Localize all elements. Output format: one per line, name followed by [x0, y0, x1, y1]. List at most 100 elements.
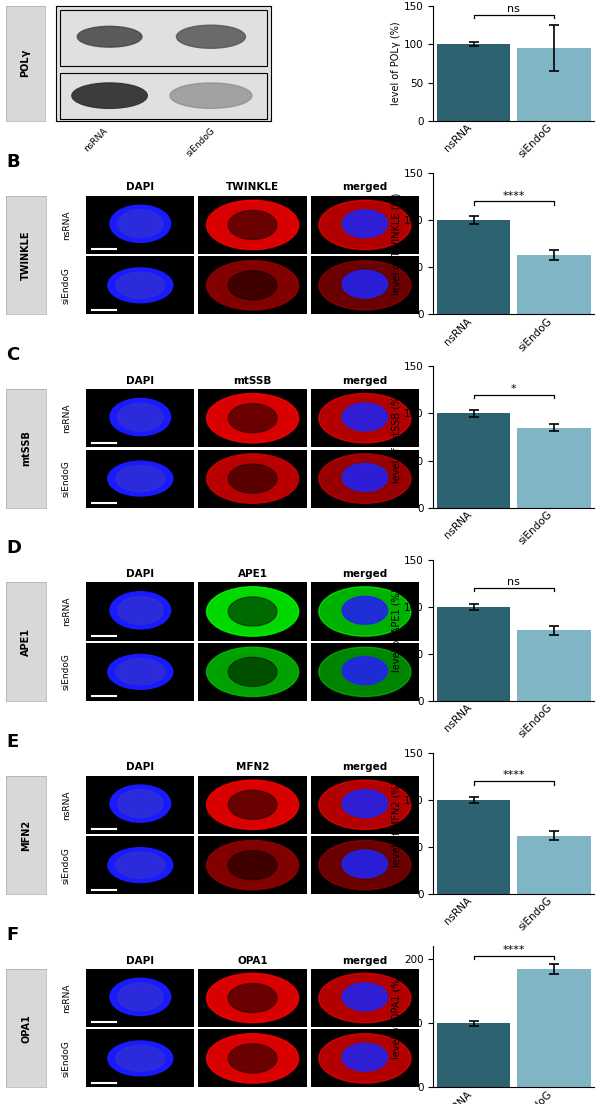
Y-axis label: level of mtSSB (%): level of mtSSB (%) [391, 392, 401, 482]
Ellipse shape [206, 587, 299, 636]
Text: *: * [511, 384, 517, 394]
Text: ****: **** [502, 191, 525, 201]
Ellipse shape [108, 461, 173, 496]
Y-axis label: level of OPA1 (%): level of OPA1 (%) [391, 975, 401, 1059]
Ellipse shape [118, 403, 163, 431]
Ellipse shape [342, 210, 388, 237]
Ellipse shape [228, 657, 277, 687]
Text: nsRNA: nsRNA [62, 597, 71, 626]
Ellipse shape [118, 596, 163, 624]
Ellipse shape [206, 840, 299, 890]
Text: MFN2: MFN2 [236, 762, 269, 773]
Ellipse shape [342, 403, 388, 431]
Text: TWINKLE: TWINKLE [21, 231, 31, 280]
Y-axis label: level of MFN2 (%): level of MFN2 (%) [391, 781, 401, 867]
Ellipse shape [206, 200, 299, 250]
Text: nsRNA: nsRNA [62, 790, 71, 819]
Text: E: E [6, 733, 18, 751]
Text: POLγ: POLγ [20, 49, 31, 77]
Ellipse shape [108, 655, 173, 689]
Y-axis label: level of APE1 (%): level of APE1 (%) [391, 588, 401, 672]
Text: APE1: APE1 [21, 628, 31, 656]
Ellipse shape [118, 983, 163, 1011]
Ellipse shape [228, 270, 277, 300]
Ellipse shape [228, 404, 277, 433]
Bar [517, 968, 590, 1087]
Text: C: C [6, 347, 19, 364]
Ellipse shape [342, 464, 388, 491]
Bar [437, 414, 511, 508]
Ellipse shape [228, 850, 277, 880]
Ellipse shape [116, 273, 164, 298]
Text: A: A [6, 0, 20, 3]
Ellipse shape [108, 1041, 173, 1075]
Bar [517, 255, 590, 315]
Text: ****: **** [502, 771, 525, 781]
Text: APE1: APE1 [238, 569, 268, 578]
Ellipse shape [110, 592, 170, 629]
Text: siEndoG: siEndoG [62, 460, 71, 497]
Text: DAPI: DAPI [126, 956, 154, 966]
Text: merged: merged [342, 569, 388, 578]
Text: ns: ns [507, 577, 520, 587]
Text: merged: merged [342, 182, 388, 192]
Text: F: F [6, 926, 18, 944]
Text: siEndoG: siEndoG [62, 1040, 71, 1076]
Text: merged: merged [342, 375, 388, 385]
Ellipse shape [342, 270, 388, 298]
Text: nsRNA: nsRNA [62, 210, 71, 240]
Text: POLγ: POLγ [282, 32, 305, 41]
Text: merged: merged [342, 956, 388, 966]
Ellipse shape [319, 454, 411, 503]
Text: siEndoG: siEndoG [62, 847, 71, 883]
Ellipse shape [108, 268, 173, 302]
Y-axis label: level of TWINKLE (%): level of TWINKLE (%) [391, 192, 401, 295]
Text: mtSSB: mtSSB [233, 375, 272, 385]
Ellipse shape [228, 1044, 277, 1073]
Ellipse shape [228, 597, 277, 626]
Ellipse shape [342, 1043, 388, 1071]
Ellipse shape [342, 850, 388, 878]
Text: merged: merged [342, 762, 388, 773]
Ellipse shape [118, 789, 163, 818]
Text: OPA1: OPA1 [21, 1013, 31, 1042]
Ellipse shape [77, 26, 142, 47]
Ellipse shape [116, 466, 164, 491]
Ellipse shape [206, 261, 299, 310]
Bar [517, 47, 590, 121]
Ellipse shape [342, 596, 388, 624]
Text: TWINKLE: TWINKLE [226, 182, 279, 192]
Text: DAPI: DAPI [126, 569, 154, 578]
Ellipse shape [206, 393, 299, 443]
Ellipse shape [72, 83, 148, 108]
Text: MFN2: MFN2 [21, 819, 31, 850]
Ellipse shape [319, 974, 411, 1022]
Ellipse shape [206, 647, 299, 697]
Y-axis label: level of POLγ (%): level of POLγ (%) [391, 21, 401, 105]
Ellipse shape [319, 840, 411, 890]
Ellipse shape [118, 210, 163, 237]
Ellipse shape [206, 781, 299, 829]
Text: mtSSB: mtSSB [21, 431, 31, 466]
Bar [517, 836, 590, 894]
Bar [437, 607, 511, 701]
Bar [437, 44, 511, 121]
Text: ****: **** [502, 945, 525, 955]
Ellipse shape [228, 464, 277, 493]
Text: Tubulin: Tubulin [282, 92, 314, 100]
Ellipse shape [319, 587, 411, 636]
Text: ns: ns [507, 4, 520, 14]
Bar [437, 800, 511, 894]
Bar [60, 10, 267, 65]
Ellipse shape [319, 1033, 411, 1083]
Ellipse shape [319, 781, 411, 829]
Text: D: D [6, 540, 21, 558]
Ellipse shape [116, 659, 164, 684]
Ellipse shape [228, 211, 277, 240]
Ellipse shape [110, 205, 170, 243]
Text: siEndoG: siEndoG [62, 654, 71, 690]
Text: OPA1: OPA1 [237, 956, 268, 966]
Text: nsRNA: nsRNA [62, 984, 71, 1012]
Ellipse shape [176, 25, 245, 49]
Bar [517, 630, 590, 701]
